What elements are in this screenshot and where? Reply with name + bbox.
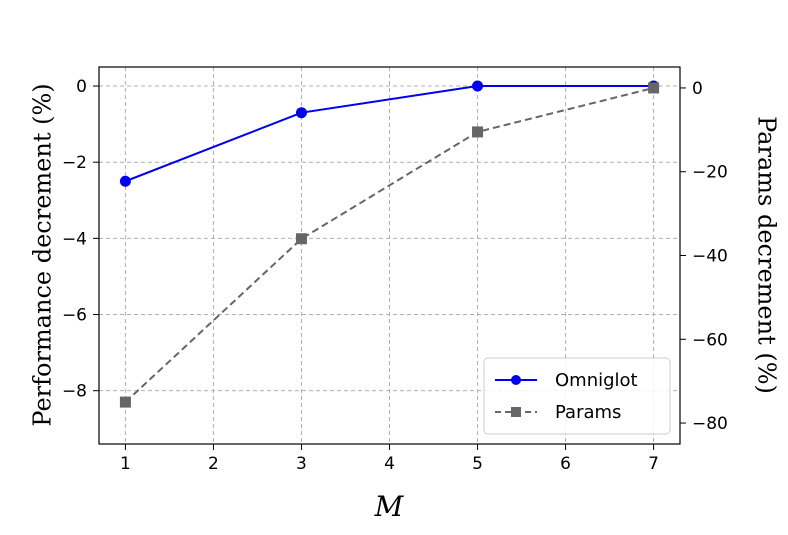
series-layer [119,80,660,408]
data-point-params [472,126,484,138]
x-axis-label: M [374,490,405,523]
y-tick-label-right: −60 [692,330,728,350]
legend-label-params: Params [555,402,621,423]
x-tick-label: 1 [120,454,131,474]
data-point-omniglot [472,80,484,92]
x-tick-label: 4 [384,454,395,474]
x-tick-label: 7 [648,454,659,474]
y-axis-label-right: Params decrement (%) [753,116,781,394]
legend-box [483,357,671,435]
y-tick-label-right: −40 [692,247,728,267]
y-tick-label-right: −20 [692,163,728,183]
x-tick-label: 2 [208,454,219,474]
data-point-params [295,233,307,245]
y-tick-label-left: −2 [62,153,87,173]
y-tick-label-left: 0 [76,77,87,97]
x-tick-label: 5 [472,454,483,474]
data-point-omniglot [119,175,131,187]
legend-label-omniglot: Omniglot [555,370,638,391]
y-tick-label-left: −8 [62,382,87,402]
data-point-omniglot [295,107,307,119]
legend-marker-omniglot [511,375,521,385]
y-tick-label-right: −80 [692,414,728,434]
data-point-params [119,396,131,408]
legend-marker-params [511,407,521,417]
y-axis-label-left: Performance decrement (%) [29,83,57,426]
y-tick-label-left: −4 [62,229,87,249]
y-tick-label-right: 0 [692,79,703,99]
x-tick-label: 3 [296,454,307,474]
y-tick-label-left: −6 [62,306,87,326]
series-line-params [124,86,654,403]
data-point-params [648,82,660,94]
legend: Omniglot Params [483,357,671,435]
series-line-omniglot [125,85,654,183]
x-tick-label: 6 [560,454,571,474]
ticks: 1 2 3 4 5 6 70−2−4−6−80−20−40−60−80 [62,77,728,474]
